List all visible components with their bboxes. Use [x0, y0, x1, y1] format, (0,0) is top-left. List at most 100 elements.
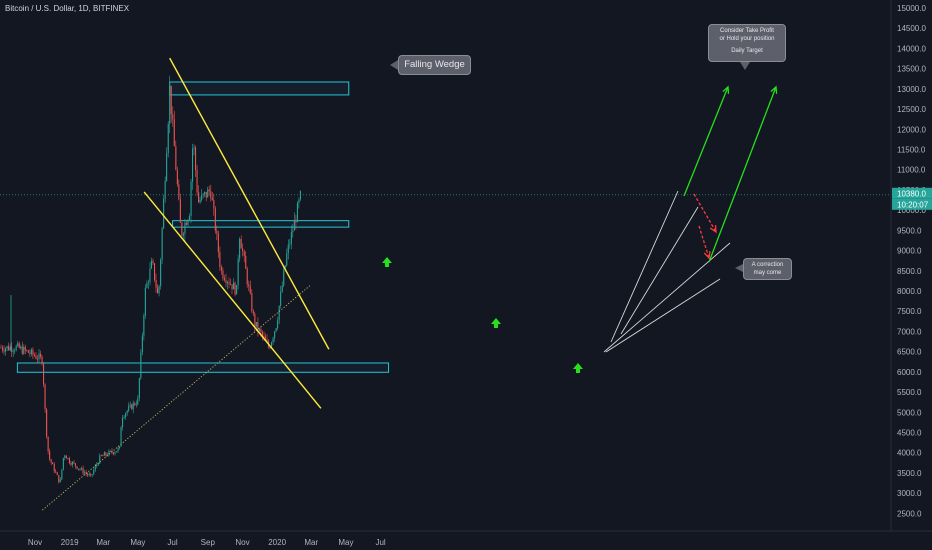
candle [295, 214, 297, 230]
green-up-arrow-icon [573, 363, 583, 373]
candle [125, 412, 127, 420]
candle-body [251, 293, 253, 312]
candle-body [36, 358, 38, 360]
candle-body [131, 404, 133, 410]
candle-body [246, 268, 248, 285]
candle-body [93, 470, 95, 475]
candle [178, 179, 180, 201]
candle [135, 400, 137, 408]
candle [223, 274, 225, 282]
candle [6, 345, 8, 352]
candle-body [3, 350, 5, 352]
countdown-label: 10:20:07 [897, 200, 929, 209]
candle-body [280, 291, 282, 306]
candle-body [132, 403, 134, 410]
candle-body [64, 455, 66, 458]
falling-wedge-label: Falling Wedge [404, 59, 465, 70]
candle-body [140, 352, 142, 379]
candle-body [15, 346, 17, 351]
candle-body [150, 260, 152, 269]
candle [236, 285, 238, 295]
candle-body [190, 181, 192, 216]
candle-body [149, 268, 151, 283]
candle [96, 462, 98, 469]
candle-body [254, 313, 256, 327]
candle-body [178, 184, 180, 200]
candle-body [116, 451, 118, 453]
candle-body [281, 285, 283, 292]
candle [99, 453, 101, 464]
candle-body [81, 468, 83, 470]
candle-body [112, 452, 114, 454]
candle-body [287, 244, 289, 254]
candle-body [146, 282, 148, 288]
y-tick-label: 12000.0 [897, 125, 926, 134]
candle [21, 341, 23, 355]
candle [293, 212, 295, 231]
candle [240, 235, 242, 249]
y-tick-label: 10000.0 [897, 206, 926, 215]
candle [26, 349, 28, 352]
candle [158, 284, 160, 297]
time-axis: Nov 2019 Mar May Jul Sep Nov 2020 Mar May Jul [28, 538, 386, 547]
candle [90, 472, 92, 477]
candle [213, 193, 215, 216]
x-tick-label: Nov [235, 538, 249, 547]
y-tick-label: 13000.0 [897, 85, 926, 94]
channel-line [605, 278, 721, 353]
candle [56, 471, 58, 476]
candle [190, 179, 192, 223]
candle-body [138, 378, 140, 399]
candle-body [99, 455, 101, 464]
candle [298, 197, 300, 209]
green-up-arrow-shape [491, 318, 501, 328]
candle-body [214, 208, 216, 231]
candle-body [79, 468, 81, 470]
candle [140, 349, 142, 380]
candle-body [103, 452, 105, 456]
candle [84, 469, 86, 476]
candle [134, 401, 136, 407]
candle-body [182, 233, 184, 236]
candle [155, 273, 157, 293]
candle [0, 344, 2, 349]
candle [202, 193, 204, 199]
candle [41, 354, 43, 366]
candle-body [239, 239, 241, 259]
long-term-trendline [42, 284, 312, 511]
candle-body [96, 464, 98, 467]
x-tick-label: 2020 [268, 538, 286, 547]
horizontal-zones [16, 81, 390, 373]
candle [76, 466, 78, 470]
candle-body [53, 464, 55, 472]
candle-body [5, 348, 7, 352]
candle [91, 473, 93, 478]
candle-body [129, 404, 131, 407]
candle [237, 254, 239, 290]
candle [94, 463, 96, 472]
candle [61, 469, 63, 481]
candle-body [12, 351, 14, 352]
daily-target-line: Daily Target [731, 48, 763, 54]
candle [147, 279, 149, 289]
candle [246, 266, 248, 288]
candle-body [195, 147, 197, 171]
x-tick-label: May [130, 538, 145, 547]
candle [24, 344, 26, 355]
candle [172, 106, 174, 127]
candle [179, 193, 181, 223]
candle-body [50, 459, 52, 463]
price-axis: 2500.0 3000.0 3500.0 4000.0 4500.0 5000.0 5500… [892, 4, 932, 518]
candle-body [248, 284, 250, 287]
y-tick-label: 8500.0 [897, 267, 922, 276]
y-tick-label: 5500.0 [897, 388, 922, 397]
candle [261, 330, 263, 341]
y-tick-label: 3500.0 [897, 469, 922, 478]
candle-body [290, 232, 292, 244]
candle-body [274, 331, 276, 339]
candle-body [271, 342, 273, 349]
candle [23, 344, 25, 355]
candle-body [163, 198, 165, 229]
candle [257, 317, 259, 337]
candle [152, 258, 154, 265]
